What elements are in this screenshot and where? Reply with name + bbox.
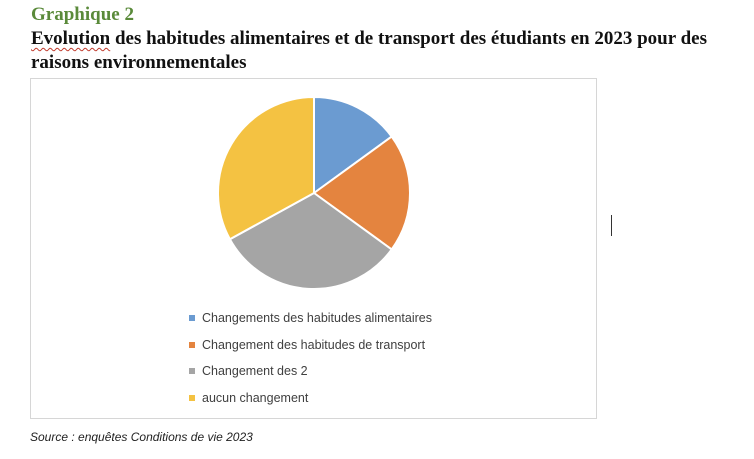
legend-label: Changements des habitudes alimentaires <box>202 311 432 325</box>
legend-label: aucun changement <box>202 390 309 405</box>
legend-label: Changement des habitudes de transport <box>202 337 426 352</box>
legend-item-4: aucun changement <box>189 389 432 407</box>
legend-item-3: Changement des 2 <box>189 362 432 380</box>
legend-swatch <box>189 315 195 321</box>
pie-slice-2 <box>312 135 411 251</box>
legend-swatch <box>189 368 195 374</box>
figure-title: Evolution des habitudes alimentaires et … <box>31 27 731 75</box>
legend-swatch <box>189 341 195 348</box>
pie-chart <box>217 95 411 290</box>
pie-slice-4 <box>217 95 315 241</box>
title-rest: des habitudes alimentaires et de transpo… <box>31 28 707 73</box>
figure-source: Source : enquêtes Conditions de vie 2023 <box>30 430 253 444</box>
figure-label: Graphique 2 <box>31 4 134 25</box>
legend-item-2: Changement des habitudes de transport <box>189 336 432 354</box>
pie-slice-1 <box>313 95 394 195</box>
legend-label: Changement des 2 <box>202 364 308 378</box>
pie-slice-3 <box>228 191 394 290</box>
chart-legend: Changements des habitudes alimentaires Ch… <box>189 309 432 415</box>
chart-area: Changements des habitudes alimentaires Ch… <box>30 78 597 419</box>
text-cursor <box>611 215 612 236</box>
legend-swatch <box>189 394 195 401</box>
title-first-word: Evolution <box>31 28 111 49</box>
legend-item-1: Changements des habitudes alimentaires <box>189 309 432 327</box>
